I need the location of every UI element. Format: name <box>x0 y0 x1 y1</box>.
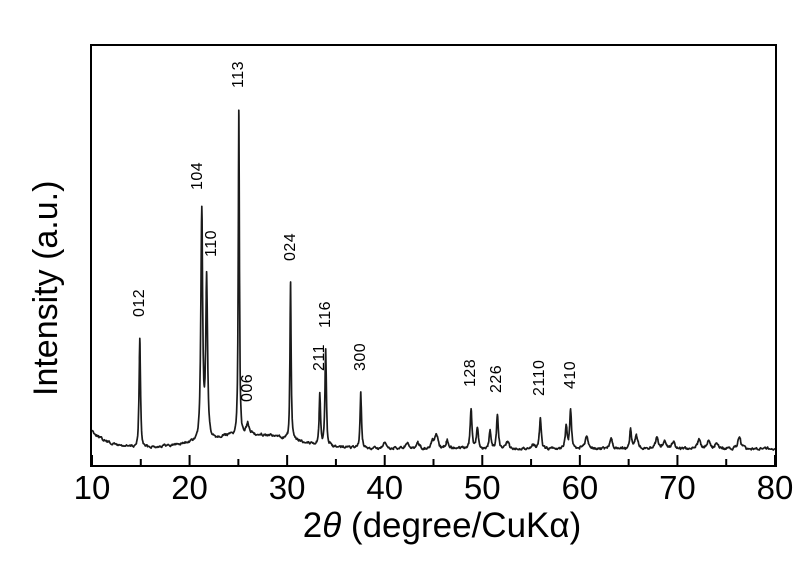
hkl-label-116: 116 <box>316 301 334 329</box>
hkl-label-012: 012 <box>130 288 148 317</box>
x-tick-label-60: 60 <box>561 469 599 506</box>
hkl-label-211: 211 <box>310 344 328 372</box>
x-tick-label-50: 50 <box>463 469 501 506</box>
x-tick-label-30: 30 <box>268 469 306 506</box>
hkl-label-024: 024 <box>281 232 299 262</box>
x-tick-label-80: 80 <box>756 469 794 506</box>
hkl-label-226: 226 <box>488 365 506 394</box>
y-axis-title: Intensity (a.u.) <box>27 180 65 396</box>
hkl-label-300: 300 <box>351 342 369 371</box>
hkl-label-006: 006 <box>238 373 256 402</box>
hkl-label-104: 104 <box>188 161 206 190</box>
hkl-label-2110: 2110 <box>531 359 549 397</box>
x-axis-title-rest: (degree/CuKα) <box>341 506 582 545</box>
hkl-label-110: 110 <box>202 229 220 257</box>
x-axis-title: 2θ (degree/CuKα) <box>303 506 582 546</box>
hkl-label-128: 128 <box>462 358 480 387</box>
x-tick-label-10: 10 <box>73 469 111 506</box>
theta-symbol: θ <box>322 506 342 545</box>
xrd-trace <box>92 109 775 451</box>
plot-area: 012 104 110 113 006 024 211 116 300 128 226 2110 410 <box>90 44 777 467</box>
x-tick-label-40: 40 <box>366 469 404 506</box>
x-tick-label-70: 70 <box>659 469 696 506</box>
xrd-plot-svg <box>92 109 775 465</box>
hkl-label-410: 410 <box>561 360 579 389</box>
x-axis-title-prefix: 2 <box>302 506 323 545</box>
hkl-label-113: 113 <box>229 60 247 88</box>
x-tick-label-20: 20 <box>171 469 208 506</box>
